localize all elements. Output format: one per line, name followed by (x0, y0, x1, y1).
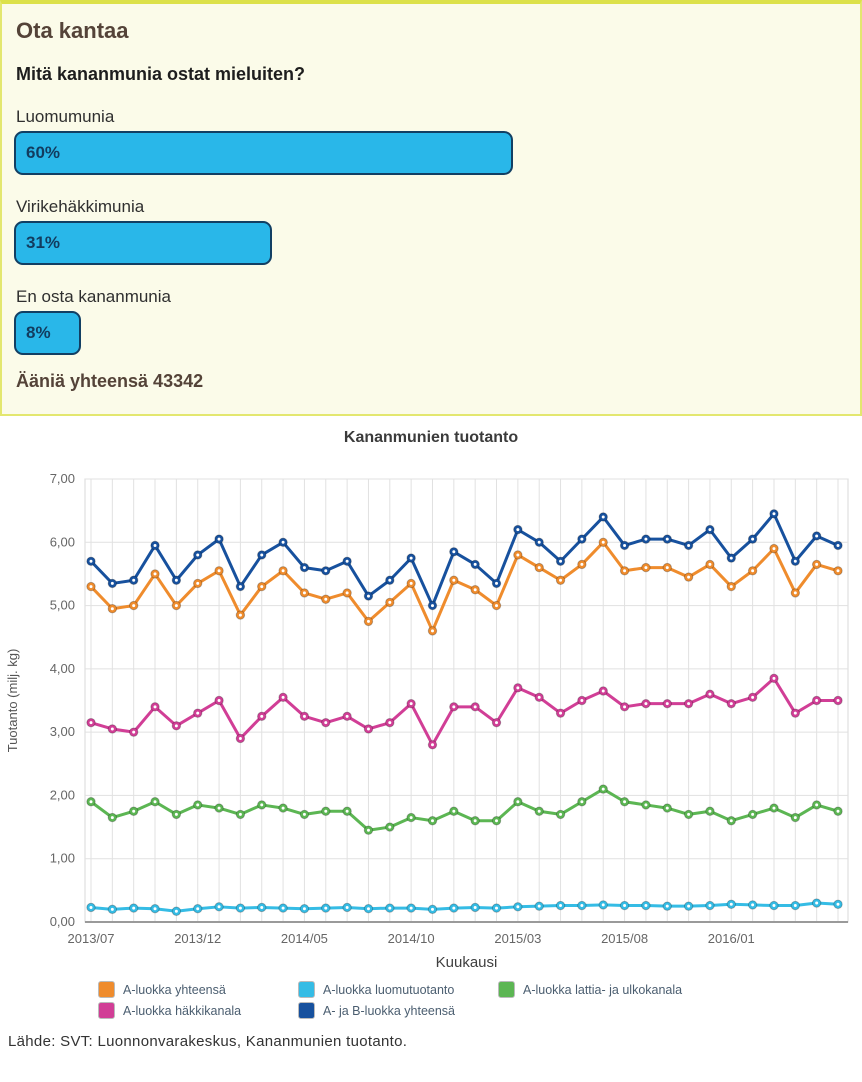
poll-option: Virikehäkkimunia 31% (14, 197, 846, 265)
legend-item-a-ja-b-luokka-yhteens[interactable]: A- ja B-luokka yhteensä (298, 1002, 498, 1019)
series-a-luokka-lattia-ja-ulkokanala (86, 784, 843, 835)
legend-label: A-luokka luomutuotanto (323, 982, 455, 997)
poll-title: Ota kantaa (16, 18, 129, 43)
series-a-ja-b-luokka-yhteens (86, 509, 843, 611)
legend-item-a-luokka-luomutuotanto[interactable]: A-luokka luomutuotanto (298, 981, 498, 998)
legend-label: A- ja B-luokka yhteensä (323, 1003, 456, 1018)
x-axis-tick-label: 2014/05 (281, 931, 328, 946)
y-axis-tick-label: 0,00 (50, 914, 75, 929)
poll-result-value: 8% (26, 323, 51, 342)
chart-legend: A-luokka yhteensä A-luokka luomutuotanto A… (0, 981, 838, 1019)
poll-result-bar: 31% (14, 221, 272, 265)
x-axis-tick-label: 2013/07 (68, 931, 115, 946)
y-axis-title: Tuotanto (milj. kg) (5, 649, 20, 753)
poll-option-label: En osta kananmunia (16, 287, 171, 306)
series-a-luokka-yhteens (86, 537, 843, 636)
poll-result-bar: 60% (14, 131, 514, 175)
poll-option: Luomumunia 60% (14, 107, 846, 175)
legend-item-a-luokka-yhteens[interactable]: A-luokka yhteensä (98, 981, 298, 998)
legend-swatch-icon (298, 981, 315, 998)
legend-swatch-icon (498, 981, 515, 998)
legend-item-a-luokka-lattia-ja-ulkokanala[interactable]: A-luokka lattia- ja ulkokanala (498, 981, 698, 998)
x-axis-tick-label: 2014/10 (388, 931, 435, 946)
poll-option-label: Virikehäkkimunia (16, 197, 145, 216)
y-axis-tick-label: 4,00 (50, 661, 75, 676)
legend-swatch-icon (298, 1002, 315, 1019)
line-chart-plot: 0,00 1,00 2,00 3,00 4,00 5,00 6,00 7,00 2013/07 2… (5, 471, 849, 971)
legend-label: A-luokka lattia- ja ulkokanala (523, 982, 683, 997)
x-axis-tick-label: 2015/03 (494, 931, 541, 946)
egg-production-chart-section: Kananmunien tuotanto 0,00 1,00 2,00 3,00 4,0… (0, 429, 862, 1050)
y-axis-tick-label: 7,00 (50, 471, 75, 486)
legend-label: A-luokka häkkikanala (123, 1003, 242, 1018)
poll-total-votes: Ääniä yhteensä 43342 (16, 371, 204, 391)
y-axis-tick-label: 6,00 (50, 534, 75, 549)
chart-title: Kananmunien tuotanto (343, 429, 519, 446)
x-axis-tick-label: 2013/12 (174, 931, 221, 946)
poll-result-bar: 8% (14, 311, 81, 355)
legend-swatch-icon (98, 1002, 115, 1019)
poll-question: Mitä kananmunia ostat mieluiten? (16, 64, 306, 84)
legend-label: A-luokka yhteensä (123, 982, 226, 997)
y-axis-tick-label: 1,00 (50, 851, 75, 866)
series-a-luokka-luomutuotanto (86, 898, 843, 916)
chart-source-text: Lähde: SVT: Luonnonvarakeskus, Kananmuni… (8, 1033, 408, 1050)
y-axis-tick-label: 3,00 (50, 724, 75, 739)
x-axis-tick-label: 2016/01 (708, 931, 755, 946)
poll-option: En osta kananmunia 8% (14, 287, 846, 355)
legend-item-a-luokka-h-kkikanala[interactable]: A-luokka häkkikanala (98, 1002, 298, 1019)
poll-panel: Ota kantaa Mitä kananmunia ostat mieluit… (0, 0, 862, 416)
x-axis-tick-label: 2015/08 (601, 931, 648, 946)
legend-swatch-icon (98, 981, 115, 998)
x-axis-title: Kuukausi (436, 954, 498, 971)
poll-option-label: Luomumunia (16, 107, 115, 126)
poll-result-value: 60% (26, 143, 61, 162)
y-axis-tick-label: 2,00 (50, 787, 75, 802)
poll-result-value: 31% (26, 233, 61, 252)
y-axis-tick-label: 5,00 (50, 598, 75, 613)
series-a-luokka-h-kkikanala (86, 673, 843, 750)
